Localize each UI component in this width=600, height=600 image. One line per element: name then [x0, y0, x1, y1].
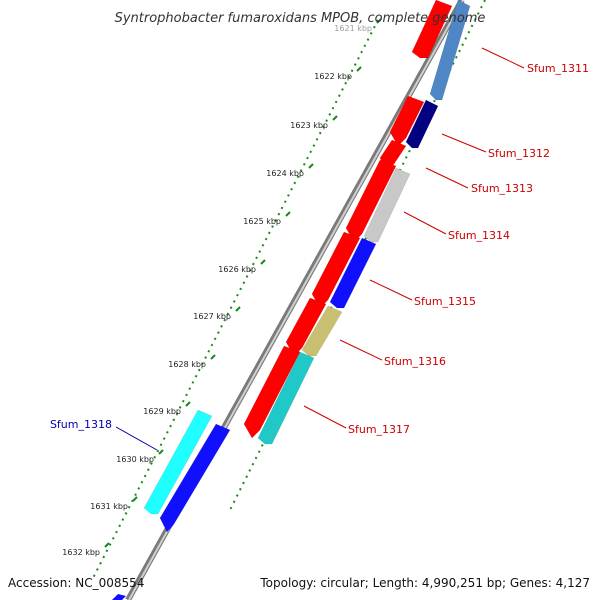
gene-feature-layer: [112, 0, 471, 600]
gene-leader-layer: [115, 47, 525, 451]
gene-block-sfum-1318-cds[interactable]: [143, 409, 213, 515]
tick-layer: 1621 kbp 1622 kbp 1623 kbp 1624 kbp 1625 kbp…: [62, 18, 382, 557]
tick-mark: [356, 66, 362, 72]
gene-block-sfum-1313[interactable]: [363, 167, 411, 243]
gene-block-sfum-1316[interactable]: [301, 305, 343, 357]
tick-mark: [132, 496, 138, 502]
map-title: Syntrophobacter fumaroxidans MPOB, compl…: [115, 11, 486, 26]
tick-label: 1621 kbp: [334, 24, 372, 33]
tick-label: 1632 kbp: [62, 548, 100, 557]
gene-block-sfum-1317-cds[interactable]: [243, 345, 301, 439]
gene-block-sfum-1318[interactable]: [159, 423, 231, 533]
leader-line-sfum-1316: [339, 339, 383, 361]
gene-block-partial[interactable]: [112, 594, 126, 600]
tick-label: 1625 kbp: [243, 217, 281, 226]
gene-label-sfum-1315[interactable]: Sfum_1315: [414, 295, 476, 308]
gene-label-sfum-1314[interactable]: Sfum_1314: [448, 229, 510, 242]
tick-label: 1629 kbp: [143, 407, 181, 416]
gene-block-sfum-1311-cds[interactable]: [411, 0, 453, 59]
leader-line-sfum-1318: [115, 426, 158, 451]
gene-block-sfum-1317[interactable]: [257, 351, 315, 445]
tick-label: 1626 kbp: [218, 265, 256, 274]
gene-label-sfum-1311[interactable]: Sfum_1311: [527, 62, 589, 75]
gene-block-sfum-1312-cds[interactable]: [389, 95, 425, 147]
leader-line-sfum-1311: [481, 47, 525, 69]
gene-label-sfum-1317[interactable]: Sfum_1317: [348, 423, 410, 436]
tick-mark: [332, 115, 338, 121]
leader-line-sfum-1312: [441, 133, 487, 153]
tick-mark: [210, 354, 216, 360]
gene-label-sfum-1312[interactable]: Sfum_1312: [488, 147, 550, 160]
tick-mark: [104, 542, 110, 548]
tick-mark: [185, 401, 191, 407]
gene-block-sfum-1315[interactable]: [329, 237, 377, 309]
tick-label: 1631 kbp: [90, 502, 128, 511]
gene-label-sfum-1313[interactable]: Sfum_1313: [471, 182, 533, 195]
tick-mark: [308, 163, 314, 169]
gene-label-layer: Sfum_1311 Sfum_1312 Sfum_1313 Sfum_1314 Sfum…: [50, 62, 589, 436]
leader-line-sfum-1314: [403, 211, 447, 235]
tick-label: 1622 kbp: [314, 72, 352, 81]
tick-mark: [376, 18, 382, 24]
tick-label: 1628 kbp: [168, 360, 206, 369]
tick-mark: [235, 306, 241, 312]
gene-block-sfum-1311[interactable]: [429, 0, 471, 101]
gene-label-sfum-1318[interactable]: Sfum_1318: [50, 418, 112, 431]
tick-label: 1624 kbp: [266, 169, 304, 178]
leader-line-sfum-1317: [303, 405, 347, 429]
gene-block-sfum-1312[interactable]: [405, 99, 439, 149]
tick-label: 1623 kbp: [290, 121, 328, 130]
leader-line-sfum-1315: [369, 279, 413, 301]
tick-label: 1630 kbp: [116, 455, 154, 464]
tick-mark: [285, 211, 291, 217]
tick-label: 1627 kbp: [193, 312, 231, 321]
genome-stats-text: Topology: circular; Length: 4,990,251 bp…: [259, 576, 590, 590]
gene-label-sfum-1316[interactable]: Sfum_1316: [384, 355, 446, 368]
tick-mark: [158, 449, 164, 455]
tick-mark: [260, 259, 266, 265]
accession-text: Accession: NC_008554: [8, 576, 144, 590]
leader-line-sfum-1313: [425, 167, 469, 189]
